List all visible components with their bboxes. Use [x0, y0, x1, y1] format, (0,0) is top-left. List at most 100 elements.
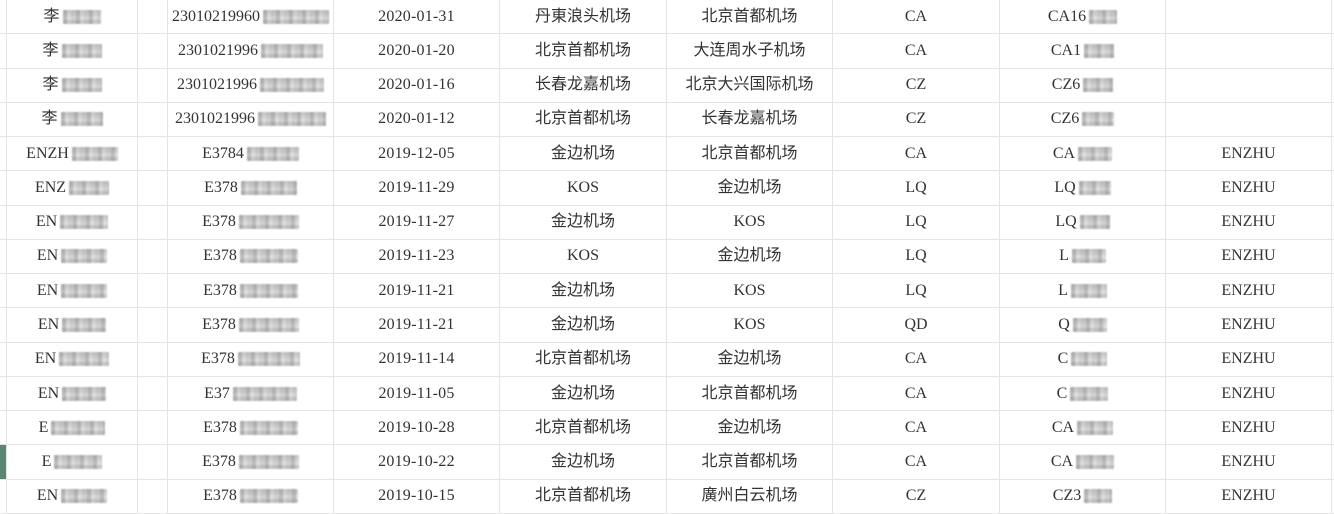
airline-text: CA	[904, 384, 928, 402]
row-edge-cell	[0, 479, 7, 513]
cell-id-number: E378	[168, 308, 334, 342]
table-row[interactable]: 李 2301021996 2020-01-12 北京首都机场 长春龙嘉机场 CZ…	[0, 102, 1334, 138]
arrival-text: 金边机场	[717, 418, 782, 436]
airline-text: LQ	[905, 178, 927, 196]
cell-arrival-airport: 北京首都机场	[667, 0, 833, 34]
cell-passenger-name-en	[1166, 34, 1332, 68]
row-edge-cell	[0, 68, 7, 102]
name-text: 李	[43, 7, 60, 25]
table-row[interactable]: EN E378 2019-11-23 KOS 金边机场 LQ L ENZHU	[0, 239, 1334, 275]
cell-empty-spacer	[138, 171, 168, 205]
cell-arrival-airport: 北京首都机场	[667, 137, 833, 171]
cell-id-number: E378	[168, 411, 334, 445]
cell-empty-spacer	[138, 308, 168, 342]
table-row[interactable]: EN E37 2019-11-05 金边机场 北京首都机场 CA C ENZHU	[0, 376, 1334, 412]
flight-redaction-blur	[1084, 43, 1115, 58]
cell-passenger-name-en: ENZHU	[1166, 342, 1332, 376]
cell-id-number: 2301021996	[168, 102, 334, 137]
date-text: 2019-11-21	[378, 316, 455, 334]
name-text: EN	[35, 213, 58, 231]
departure-text: 金边机场	[550, 281, 615, 299]
flight-number-text: C	[1057, 350, 1069, 368]
cell-passenger-name-cn: EN	[7, 239, 138, 274]
id-text: E378	[201, 350, 235, 368]
airline-text: CA	[904, 41, 928, 59]
flight-number-text: CA	[1051, 418, 1075, 436]
cell-airline-code: CA	[833, 376, 1000, 411]
table-row[interactable]: ENZH E3784 2019-12-05 金边机场 北京首都机场 CA CA …	[0, 137, 1334, 172]
cell-airline-code: CZ	[833, 68, 1000, 102]
cell-flight-number: CA16	[1000, 0, 1166, 34]
name-text: 李	[42, 76, 59, 94]
cell-id-number: E378	[168, 342, 334, 376]
cell-flight-number: LQ	[1000, 205, 1166, 239]
name-text: E	[41, 453, 52, 471]
cell-passenger-name-cn: 李	[7, 34, 138, 68]
table-row[interactable]: EN E378 2019-11-14 北京首都机场 金边机场 CA C ENZH…	[0, 342, 1334, 377]
cell-id-number: 23010219960	[168, 0, 334, 34]
cell-empty-spacer	[138, 239, 168, 274]
cell-airline-code: CZ	[833, 479, 1000, 513]
airline-text: QD	[904, 316, 928, 334]
id-redaction-blur	[263, 9, 329, 24]
row-edge-cell	[0, 102, 7, 137]
table-row[interactable]: E E378 2019-10-28 北京首都机场 金边机场 CA CA ENZH…	[0, 411, 1334, 446]
table-row[interactable]: EN E378 2019-10-15 北京首都机场 廣州白云机场 CZ CZ3 …	[0, 479, 1334, 514]
cell-departure-airport: 丹東浪头机场	[500, 0, 667, 34]
departure-text: 丹東浪头机场	[534, 7, 631, 25]
cell-airline-code: CA	[833, 34, 1000, 68]
date-text: 2019-11-23	[378, 247, 455, 265]
departure-text: 北京首都机场	[534, 487, 631, 505]
table-row[interactable]: E E378 2019-10-22 金边机场 北京首都机场 CA CA ENZH…	[0, 445, 1334, 480]
date-text: 2020-01-12	[378, 110, 455, 128]
cell-passenger-name-cn: E	[7, 445, 138, 479]
cell-flight-number: CA	[1000, 445, 1166, 479]
airline-text: CZ	[905, 76, 927, 94]
id-redaction-blur	[239, 420, 298, 435]
id-text: E378	[204, 178, 238, 196]
id-redaction-blur	[239, 249, 298, 264]
cell-arrival-airport: 金边机场	[667, 239, 833, 274]
cell-empty-spacer	[138, 0, 168, 34]
name-redaction-blur	[59, 352, 110, 367]
name-text: 李	[41, 110, 58, 128]
cell-departure-airport: KOS	[500, 171, 667, 205]
cell-flight-date: 2019-12-05	[334, 137, 500, 171]
arrival-text: KOS	[733, 281, 766, 299]
cell-passenger-name-en: ENZHU	[1166, 274, 1332, 308]
passenger-text: ENZHU	[1221, 144, 1276, 162]
cell-passenger-name-en: ENZHU	[1166, 137, 1332, 171]
name-redaction-blur	[61, 249, 108, 264]
id-text: E378	[203, 487, 237, 505]
cell-empty-spacer	[138, 34, 168, 68]
cell-passenger-name-en: ENZHU	[1166, 205, 1332, 239]
cell-passenger-name-cn: ENZH	[7, 137, 138, 171]
cell-departure-airport: 金边机场	[500, 308, 667, 342]
row-edge-cell	[0, 411, 7, 445]
passenger-text: ENZHU	[1221, 247, 1276, 265]
flight-number-text: LQ	[1054, 178, 1076, 196]
table-row[interactable]: ENZ E378 2019-11-29 KOS 金边机场 LQ LQ ENZHU	[0, 171, 1334, 206]
cell-passenger-name-en	[1166, 68, 1332, 102]
name-redaction-blur	[51, 420, 106, 435]
table-row[interactable]: EN E378 2019-11-27 金边机场 KOS LQ LQ ENZHU	[0, 205, 1334, 240]
id-text: E378	[203, 247, 237, 265]
cell-id-number: E37	[168, 376, 334, 411]
table-row[interactable]: 李 2301021996 2020-01-20 北京首都机场 大连周水子机场 C…	[0, 34, 1334, 69]
id-redaction-blur	[246, 146, 299, 161]
flight-number-text: Q	[1058, 316, 1070, 334]
table-row[interactable]: EN E378 2019-11-21 金边机场 KOS LQ L ENZHU	[0, 274, 1334, 309]
id-text: E3784	[202, 144, 244, 162]
cell-airline-code: CA	[833, 342, 1000, 376]
table-row[interactable]: 李 23010219960 2020-01-31 丹東浪头机场 北京首都机场 C…	[0, 0, 1334, 35]
name-redaction-blur	[61, 283, 108, 298]
table-row[interactable]: EN E378 2019-11-21 金边机场 KOS QD Q ENZHU	[0, 308, 1334, 343]
table-row[interactable]: 李 2301021996 2020-01-16 长春龙嘉机场 北京大兴国际机场 …	[0, 68, 1334, 103]
arrival-text: 长春龙嘉机场	[701, 110, 798, 128]
name-redaction-blur	[61, 78, 102, 93]
name-text: E	[38, 418, 49, 436]
cell-arrival-airport: 北京首都机场	[667, 445, 833, 479]
cell-flight-number: CA1	[1000, 34, 1166, 68]
cell-airline-code: CA	[833, 411, 1000, 445]
cell-flight-date: 2019-11-05	[334, 376, 500, 411]
